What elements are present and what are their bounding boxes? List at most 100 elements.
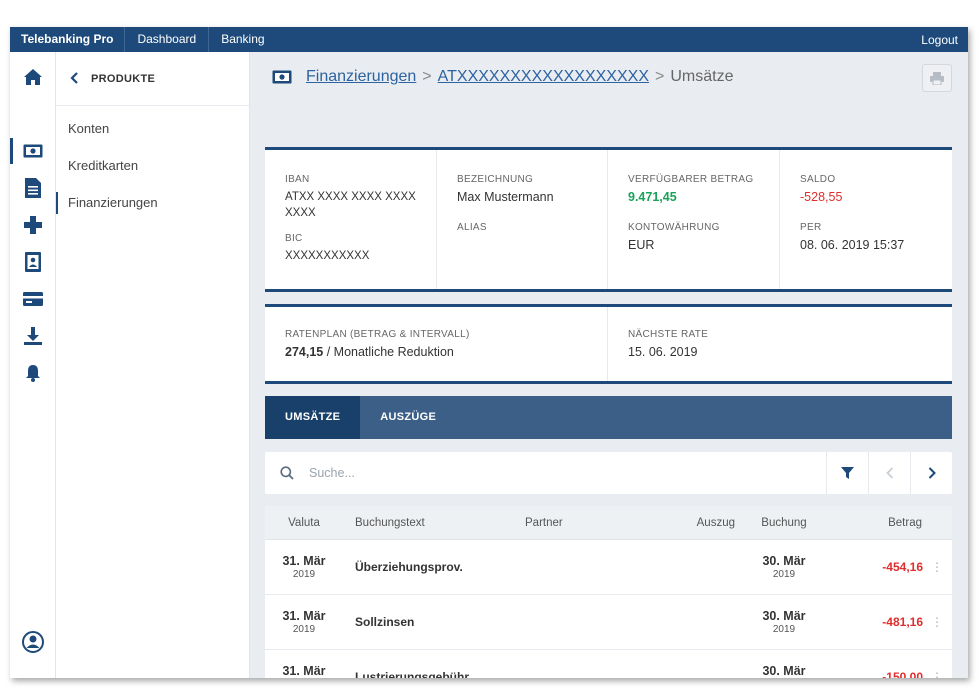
- column-auszug[interactable]: Auszug: [696, 516, 735, 529]
- saldo-value: -528,55: [800, 190, 843, 204]
- buchung-day: 30. Mär: [762, 664, 806, 678]
- more-options-icon[interactable]: ⋮: [931, 615, 943, 629]
- rate-plan-card: RATENPLAN (BETRAG & INTERVALL) 274,15 / …: [265, 304, 952, 384]
- chevron-left-icon: [885, 467, 894, 479]
- betrag-cell: -481,16: [882, 615, 923, 629]
- nav-dashboard[interactable]: Dashboard: [137, 32, 197, 46]
- icon-sidebar: [10, 52, 56, 678]
- bezeichnung-column: BEZEICHNUNG Max Mustermann ALIAS: [437, 150, 608, 289]
- next-page-button[interactable]: [910, 452, 952, 494]
- column-valuta[interactable]: Valuta: [288, 516, 320, 529]
- more-options-icon[interactable]: ⋮: [931, 560, 943, 574]
- waehrung-value: EUR: [628, 238, 655, 252]
- per-label: PER: [800, 222, 822, 233]
- table-row[interactable]: 31. Mär 2019 Lustrierungsgebühr 30. Mär …: [265, 650, 952, 678]
- more-options-icon[interactable]: ⋮: [931, 670, 943, 678]
- chevron-right-icon: [928, 467, 936, 479]
- breadcrumb-separator: >: [655, 68, 665, 85]
- rate-plan-value: 274,15 / Monatliche Reduktion: [285, 344, 587, 360]
- back-label: PRODUKTE: [91, 72, 156, 85]
- next-rate-column: NÄCHSTE RATE 15. 06. 2019: [608, 307, 952, 381]
- app-window: Telebanking Pro Dashboard Banking Logout: [10, 27, 968, 678]
- rate-plan-interval: Monatliche Reduktion: [333, 345, 454, 359]
- waehrung-label: KONTOWÄHRUNG: [628, 222, 720, 233]
- bell-icon[interactable]: [10, 358, 56, 388]
- verfuegbar-label: VERFÜGBARER BETRAG: [628, 174, 754, 185]
- bic-value: XXXXXXXXXXX: [285, 250, 370, 262]
- document-icon[interactable]: [10, 173, 56, 203]
- buchungstext-cell: Lustrierungsgebühr: [355, 670, 470, 678]
- tab-auszuege[interactable]: AUSZÜGE: [380, 411, 437, 423]
- betrag-column: VERFÜGBARER BETRAG 9.471,45 KONTOWÄHRUNG…: [608, 150, 780, 289]
- breadcrumb-finanzierungen[interactable]: Finanzierungen: [306, 68, 417, 85]
- valuta-day: 31. Mär: [282, 609, 326, 623]
- buchung-day: 30. Mär: [762, 554, 806, 568]
- column-partner[interactable]: Partner: [525, 516, 563, 529]
- top-navigation-bar: Telebanking Pro Dashboard Banking Logout: [10, 27, 968, 52]
- banknote-icon[interactable]: [10, 136, 56, 166]
- contact-book-icon[interactable]: [10, 247, 56, 277]
- column-betrag[interactable]: Betrag: [888, 516, 922, 529]
- transactions-table: Valuta Buchungstext Partner Auszug Buchu…: [265, 506, 952, 678]
- chevron-left-icon: [70, 71, 79, 87]
- search-icon: [265, 466, 309, 480]
- valuta-cell: 31. Mär 2019: [265, 609, 343, 635]
- alias-label: ALIAS: [457, 222, 487, 233]
- previous-page-button[interactable]: [868, 452, 910, 494]
- per-value: 08. 06. 2019 15:37: [800, 238, 905, 252]
- search-input[interactable]: [309, 466, 826, 480]
- print-button[interactable]: [922, 64, 952, 92]
- transaction-tabs: UMSÄTZE AUSZÜGE: [265, 396, 952, 439]
- buchung-day: 30. Mär: [762, 609, 806, 623]
- panel-item-kreditkarten[interactable]: Kreditkarten: [68, 158, 139, 173]
- rate-plan-label: RATENPLAN (BETRAG & INTERVALL): [285, 329, 470, 340]
- tab-umsaetze[interactable]: UMSÄTZE: [265, 396, 361, 439]
- bic-label: BIC: [285, 233, 303, 244]
- iban-value: ATXX XXXX XXXX XXXX XXXX: [285, 191, 416, 219]
- breadcrumb-current: Umsätze: [670, 68, 734, 85]
- next-rate-label: NÄCHSTE RATE: [628, 329, 709, 340]
- breadcrumb-separator: >: [422, 68, 432, 85]
- breadcrumb: Finanzierungen > ATXXXXXXXXXXXXXXXXXX > …: [250, 52, 968, 102]
- column-buchungstext[interactable]: Buchungstext: [355, 516, 425, 529]
- buchung-cell: 30. Mär 2019: [735, 664, 833, 678]
- valuta-year: 2019: [292, 624, 316, 635]
- filter-button[interactable]: [826, 452, 868, 494]
- bezeichnung-value: Max Mustermann: [457, 190, 554, 204]
- saldo-label: SALDO: [800, 174, 836, 185]
- bezeichnung-label: BEZEICHNUNG: [457, 174, 534, 185]
- betrag-cell: -454,16: [882, 560, 923, 574]
- table-row[interactable]: 31. Mär 2019 Überziehungsprov. 30. Mär 2…: [265, 540, 952, 595]
- plus-icon[interactable]: [10, 210, 56, 240]
- breadcrumb-account[interactable]: ATXXXXXXXXXXXXXXXXXX: [437, 68, 649, 85]
- download-icon[interactable]: [10, 321, 56, 351]
- buchungstext-cell: Sollzinsen: [355, 615, 415, 629]
- main-content: Finanzierungen > ATXXXXXXXXXXXXXXXXXX > …: [250, 52, 968, 678]
- panel-item-konten[interactable]: Konten: [68, 121, 110, 136]
- buchung-cell: 30. Mär 2019: [735, 609, 833, 635]
- iban-column: IBAN ATXX XXXX XXXX XXXX XXXX BIC XXXXXX…: [265, 150, 437, 289]
- logout-link[interactable]: Logout: [921, 32, 958, 47]
- buchung-year: 2019: [772, 569, 796, 580]
- buchung-year: 2019: [772, 624, 796, 635]
- buchung-cell: 30. Mär 2019: [735, 554, 833, 580]
- panel-item-finanzierungen[interactable]: Finanzierungen: [56, 184, 249, 221]
- rate-plan-amount: 274,15: [285, 345, 324, 359]
- iban-label: IBAN: [285, 174, 310, 185]
- table-row[interactable]: 31. Mär 2019 Sollzinsen 30. Mär 2019 -48…: [265, 595, 952, 650]
- card-icon[interactable]: [10, 284, 56, 314]
- search-bar: [265, 452, 952, 494]
- rate-plan-column: RATENPLAN (BETRAG & INTERVALL) 274,15 / …: [265, 307, 608, 381]
- betrag-cell: -150,00: [882, 670, 923, 678]
- filter-icon: [841, 466, 854, 480]
- nav-banking[interactable]: Banking: [208, 27, 276, 52]
- column-buchung[interactable]: Buchung: [761, 516, 807, 529]
- home-icon[interactable]: [10, 62, 56, 92]
- user-icon[interactable]: [10, 627, 56, 657]
- next-rate-value: 15. 06. 2019: [628, 345, 698, 359]
- printer-icon: [930, 71, 944, 85]
- saldo-column: SALDO -528,55 PER 08. 06. 2019 15:37: [780, 150, 952, 289]
- back-to-products[interactable]: PRODUKTE: [56, 52, 249, 106]
- valuta-cell: 31. Mär 2019: [265, 664, 343, 678]
- valuta-cell: 31. Mär 2019: [265, 554, 343, 580]
